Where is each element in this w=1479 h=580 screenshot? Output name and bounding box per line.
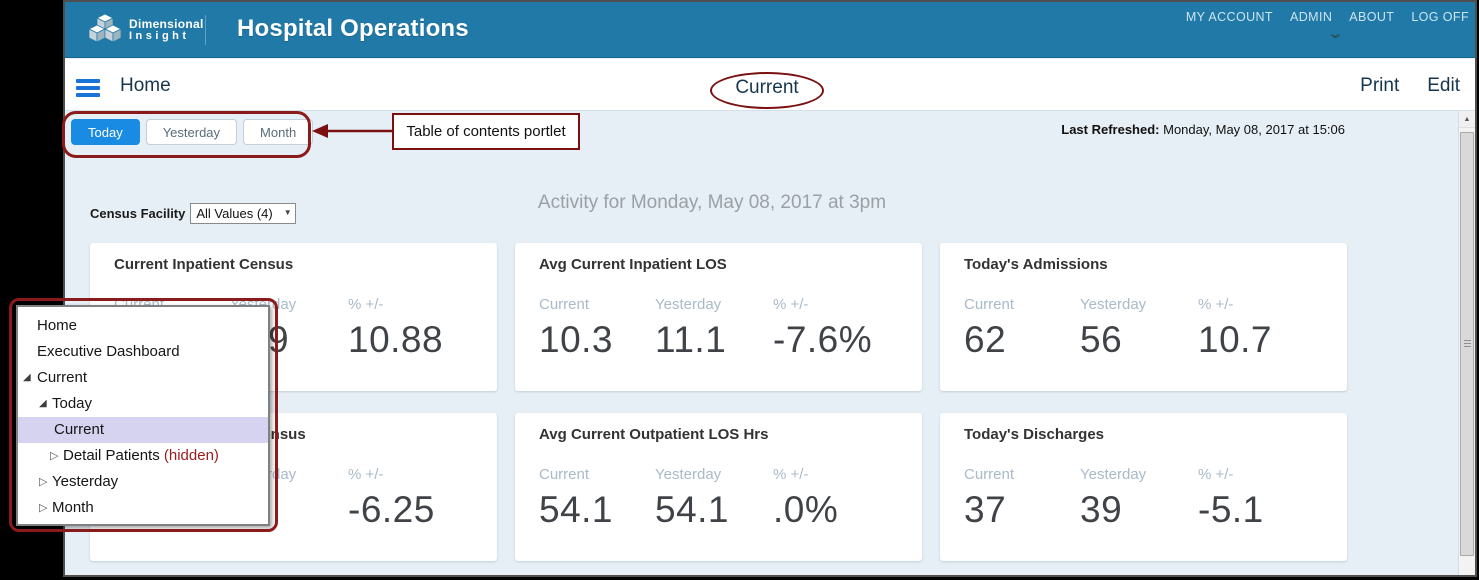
card-title: Avg Current Inpatient LOS xyxy=(539,256,727,273)
label-yesterday: Yesterday xyxy=(1080,466,1147,483)
vertical-scrollbar[interactable]: ▲ xyxy=(1458,111,1475,575)
last-refreshed-value: Monday, May 08, 2017 at 15:06 xyxy=(1159,122,1345,137)
value-current: 37 xyxy=(964,489,1007,530)
census-facility-select[interactable]: All Values (4) ▼ xyxy=(190,203,296,224)
nav-admin[interactable]: ADMIN xyxy=(1289,10,1333,24)
value-pct: .0% xyxy=(773,489,839,530)
menu-item-yesterday[interactable]: ▷ Yesterday xyxy=(18,469,268,495)
annotation-label-text: Table of contents portlet xyxy=(406,123,566,140)
label-current: Current xyxy=(964,466,1015,483)
value-yesterday: 9 xyxy=(268,319,290,360)
header-divider xyxy=(205,15,206,45)
brand-line2: Insight xyxy=(129,30,190,42)
nav-log-off[interactable]: LOG OFF xyxy=(1411,10,1469,24)
label-pct: % +/- xyxy=(1198,296,1234,313)
value-yesterday: 39 xyxy=(1080,489,1123,530)
value-pct: -7.6% xyxy=(773,319,873,360)
activity-title: Activity for Monday, May 08, 2017 at 3pm xyxy=(537,192,887,213)
card-todays-admissions: Today's Admissions Current Yesterday % +… xyxy=(940,243,1347,391)
label-yesterday: Yesterday xyxy=(655,296,722,313)
menu-item-home[interactable]: Home xyxy=(37,317,78,334)
label-yesterday: Yesterday xyxy=(1080,296,1147,313)
value-pct: -6.25 xyxy=(348,489,435,530)
annotation-label-box: Table of contents portlet xyxy=(392,113,580,150)
card-avg-current-inpatient-los: Avg Current Inpatient LOS Current Yester… xyxy=(515,243,922,391)
card-title: Avg Current Outpatient LOS Hrs xyxy=(539,426,769,443)
tab-month[interactable]: Month xyxy=(243,119,314,145)
label-pct: % +/- xyxy=(773,466,809,483)
menu-item-current-selected[interactable]: Current xyxy=(18,417,268,443)
toolbar: Home Current Print Edit xyxy=(65,59,1475,111)
current-page-label[interactable]: Current xyxy=(735,77,799,98)
print-button[interactable]: Print xyxy=(1360,75,1400,96)
page-title: Hospital Operations xyxy=(237,15,469,42)
value-yesterday: 56 xyxy=(1080,319,1123,360)
value-pct: 10.7 xyxy=(1198,319,1273,360)
top-nav: MY ACCOUNT ADMIN ABOUT LOG OFF xyxy=(1186,10,1469,24)
cubes-logo-icon xyxy=(88,13,122,43)
value-current: 54.1 xyxy=(539,489,614,530)
toc-tabs: Today Yesterday Month xyxy=(71,119,314,145)
value-pct: 10.88 xyxy=(348,319,444,360)
header-bar: Dimensional Insight Hospital Operations … xyxy=(65,2,1475,58)
census-facility-label: Census Facility xyxy=(90,206,186,221)
edit-button[interactable]: Edit xyxy=(1427,75,1460,96)
tab-yesterday[interactable]: Yesterday xyxy=(145,119,238,145)
toc-popup-menu: Home Executive Dashboard ◢ Current ◢ Tod… xyxy=(16,305,270,526)
census-facility-value: All Values (4) xyxy=(196,206,273,221)
card-title: Today's Discharges xyxy=(964,426,1105,443)
value-current: 10.3 xyxy=(539,319,614,360)
label-yesterday: Yesterday xyxy=(655,466,722,483)
nav-about[interactable]: ABOUT xyxy=(1349,10,1395,24)
menu-item-current[interactable]: ◢ Current xyxy=(18,365,268,391)
card-todays-discharges: Today's Discharges Current Yesterday % +… xyxy=(940,413,1347,561)
menu-item-today[interactable]: ◢ Today xyxy=(18,391,268,417)
menu-item-detail-patients[interactable]: ▷ Detail Patients (hidden) xyxy=(18,443,268,469)
app-window: Dimensional Insight Hospital Operations … xyxy=(63,0,1477,577)
card-title: Current Inpatient Census xyxy=(114,256,294,273)
collapsed-triangle-icon[interactable]: ▷ xyxy=(50,450,59,462)
scrollbar-grip xyxy=(1464,340,1471,349)
label-pct: % +/- xyxy=(348,466,384,483)
brand-line1: Dimensional xyxy=(129,17,204,31)
chevron-down-icon[interactable]: ⌄ xyxy=(1326,25,1345,42)
select-arrow-icon: ▼ xyxy=(283,208,292,217)
value-current: 62 xyxy=(964,319,1007,360)
label-pct: % +/- xyxy=(348,296,384,313)
hidden-suffix: (hidden) xyxy=(163,447,219,464)
collapsed-triangle-icon[interactable]: ▷ xyxy=(39,502,48,514)
expanded-triangle-icon[interactable]: ◢ xyxy=(23,372,31,383)
label-pct: % +/- xyxy=(1198,466,1234,483)
menu-item-month[interactable]: ▷ Month xyxy=(18,495,268,521)
hamburger-menu-icon[interactable] xyxy=(76,79,100,100)
brand-logo[interactable]: Dimensional Insight xyxy=(87,13,204,47)
scroll-up-button[interactable]: ▲ xyxy=(1459,111,1475,128)
label-current: Current xyxy=(539,296,590,313)
last-refreshed: Last Refreshed: Monday, May 08, 2017 at … xyxy=(1061,122,1345,137)
expanded-triangle-icon[interactable]: ◢ xyxy=(39,398,47,409)
breadcrumb-home[interactable]: Home xyxy=(120,75,171,96)
value-yesterday: 11.1 xyxy=(655,319,727,360)
menu-item-executive-dashboard[interactable]: Executive Dashboard xyxy=(37,343,180,360)
tab-today[interactable]: Today xyxy=(71,119,140,145)
nav-my-account[interactable]: MY ACCOUNT xyxy=(1185,10,1273,24)
value-pct: -5.1 xyxy=(1198,489,1264,530)
brand-name: Dimensional Insight xyxy=(129,18,204,42)
card-title: Today's Admissions xyxy=(964,256,1108,273)
card-avg-current-outpatient-los-hrs: Avg Current Outpatient LOS Hrs Current Y… xyxy=(515,413,922,561)
label-pct: % +/- xyxy=(773,296,809,313)
label-current: Current xyxy=(964,296,1015,313)
scrollbar-thumb[interactable] xyxy=(1460,132,1474,556)
collapsed-triangle-icon[interactable]: ▷ xyxy=(39,476,48,488)
value-yesterday: 54.1 xyxy=(655,489,730,530)
last-refreshed-label: Last Refreshed: xyxy=(1061,122,1160,137)
label-current: Current xyxy=(539,466,590,483)
